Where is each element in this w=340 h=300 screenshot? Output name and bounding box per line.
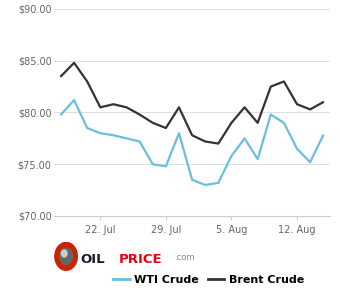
Text: .com: .com (174, 253, 195, 262)
Text: OIL: OIL (81, 253, 105, 266)
Text: PRICE: PRICE (119, 253, 163, 266)
Legend: WTI Crude, Brent Crude: WTI Crude, Brent Crude (108, 270, 309, 289)
